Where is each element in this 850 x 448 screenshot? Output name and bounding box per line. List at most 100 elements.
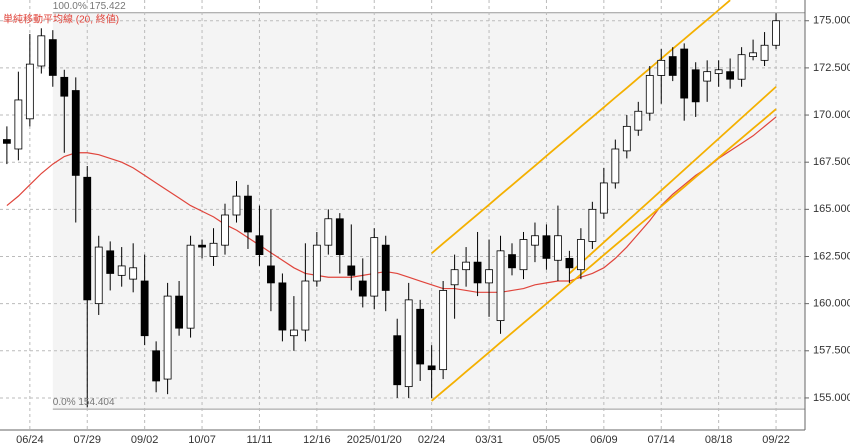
y-tick-label: 170.000 (813, 109, 850, 121)
y-tick-label: 167.500 (813, 156, 850, 168)
candle-body (71, 90, 80, 176)
y-tick-label: 162.500 (813, 250, 850, 262)
candle-body (737, 54, 746, 80)
candle-body (198, 244, 206, 248)
candle-body (565, 257, 574, 269)
candle-body (289, 329, 298, 337)
candle-body (519, 239, 528, 271)
candle-body (301, 280, 310, 331)
x-tick-label: 12/16 (303, 434, 331, 446)
fib-percent: 100.0% (53, 0, 87, 11)
candle-body (645, 75, 654, 114)
x-tick-label: 10/07 (188, 434, 216, 446)
x-tick-label: 07/14 (647, 434, 675, 446)
candle-body (450, 269, 459, 286)
candle-body (588, 208, 597, 242)
candle-body (404, 299, 413, 388)
candle-body (611, 148, 620, 184)
y-tick-label: 172.500 (813, 62, 850, 74)
candle-body (335, 218, 344, 256)
candle-body (140, 280, 149, 337)
fib-zone (52, 12, 806, 410)
fib-percent: 0.0% (53, 397, 76, 408)
background-layer (0, 0, 806, 430)
candle-body (324, 218, 333, 246)
candle-body (714, 69, 723, 74)
candle-body (668, 56, 677, 76)
candle-body (554, 235, 562, 261)
x-tick-label: 08/18 (705, 434, 733, 446)
trend-line (431, 0, 731, 254)
trend-line (568, 86, 777, 275)
candle-body (14, 99, 23, 150)
candle-body (278, 282, 287, 331)
x-tick-label: 11/11 (246, 434, 272, 446)
candle-body (255, 235, 264, 256)
x-tick-label: 06/09 (590, 434, 618, 446)
fib-value: 175.422 (90, 0, 127, 11)
candle-body (680, 48, 689, 99)
x-tick-label: 07/29 (73, 434, 101, 446)
y-tick-label: 175.000 (813, 15, 850, 27)
candle-body (347, 265, 356, 276)
fib-value: 154.404 (78, 397, 115, 408)
moving-average (6, 116, 777, 293)
candle-body (531, 235, 539, 246)
x-tick-label: 09/22 (762, 434, 790, 446)
candle-body (726, 71, 735, 80)
candle-body (691, 69, 700, 103)
candle-body (244, 195, 252, 233)
x-tick-label: 05/05 (533, 434, 561, 446)
candle-body (106, 250, 115, 274)
candle-body (749, 52, 757, 57)
candle-body (129, 267, 138, 280)
candle-body (772, 20, 780, 46)
candle-body (370, 237, 379, 297)
candle-body (37, 35, 46, 67)
y-tick-label: 157.500 (813, 345, 850, 357)
candle-body (48, 39, 57, 76)
fib-label: 100.0% 175.422 (53, 0, 126, 11)
candle-body (599, 182, 608, 214)
y-tick-label: 165.000 (813, 203, 850, 215)
candle-body (657, 59, 666, 76)
candle-body (152, 350, 161, 382)
legend-label: 単純移動平均線 (20, 終値) (3, 13, 119, 26)
candle-body (703, 71, 712, 82)
y-tick-label: 160.000 (813, 298, 850, 310)
x-tick-label: 06/24 (16, 434, 44, 446)
candle-body (94, 246, 103, 305)
candle-body (117, 265, 126, 276)
candle-body (485, 269, 493, 284)
candle-body (83, 176, 92, 301)
candle-body (2, 139, 11, 144)
x-tick-label: 2025/01/20 (347, 434, 402, 446)
candle-body (462, 261, 470, 271)
candle-body (267, 265, 275, 284)
candle-body (25, 63, 34, 120)
candle-body (473, 261, 482, 284)
trend-line (431, 108, 777, 402)
candle-body (312, 244, 321, 282)
candle-body (439, 290, 448, 371)
candle-body (634, 110, 643, 131)
candle-body (427, 365, 436, 371)
candle-body (163, 295, 172, 380)
plot-area (2, 0, 780, 408)
candle-body (60, 76, 69, 97)
x-tick-label: 02/24 (418, 434, 446, 446)
candle-body (496, 250, 505, 322)
candle-body (416, 308, 425, 365)
candle-body (221, 214, 229, 246)
fib-label: 0.0% 154.404 (53, 397, 115, 408)
candle-body (175, 295, 183, 329)
candle-body (381, 244, 390, 291)
candle-body (576, 239, 585, 271)
candle-body (542, 235, 551, 259)
candle-body (186, 244, 195, 329)
candle-body (622, 125, 631, 152)
candle-body (760, 44, 769, 61)
candle-body (358, 280, 367, 297)
